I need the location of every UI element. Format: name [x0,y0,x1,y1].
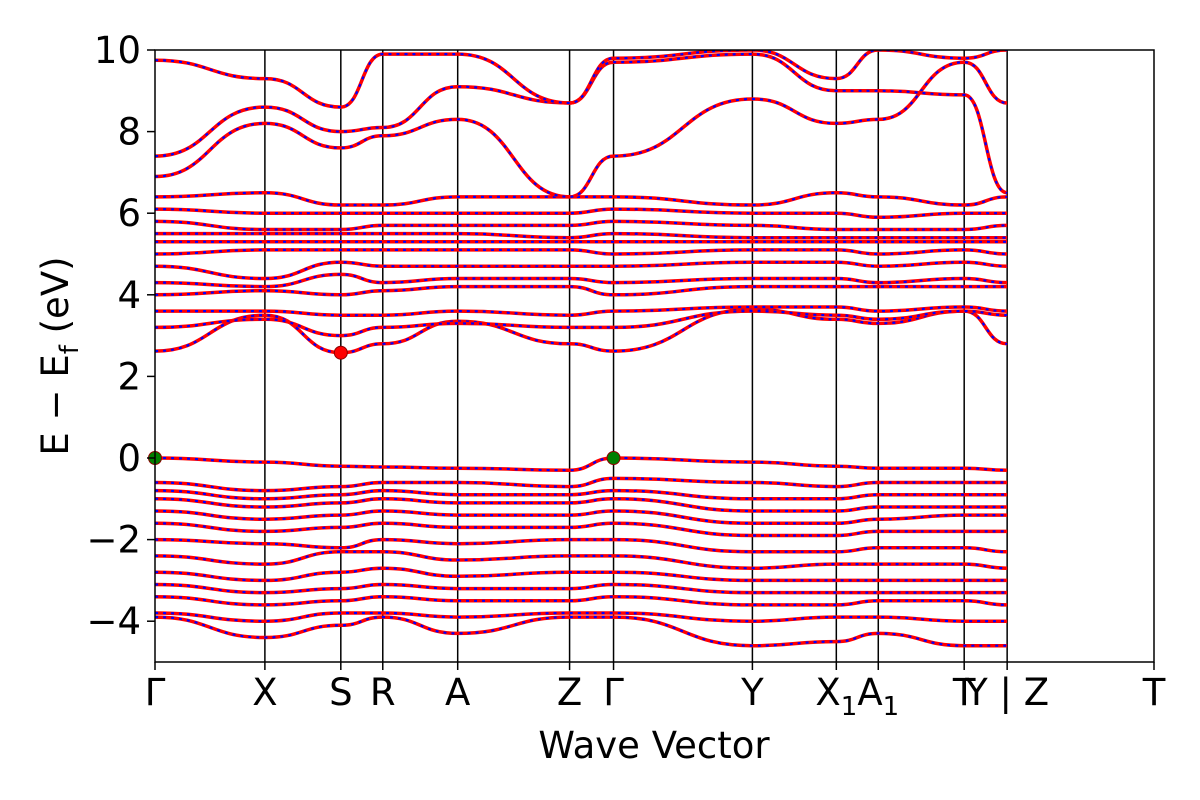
y-tick-label-0: −4 [86,600,141,643]
band-25-segment-0 [155,60,1008,199]
band-5-overlay-0 [155,522,1008,537]
band-2-overlay-0 [155,489,1008,500]
x-axis-title: Wave Vector [538,724,770,767]
band-3-overlay-0 [155,497,1008,513]
x-tick-label-4: A [445,671,470,714]
x-tick-label-2: S [329,671,353,714]
y-tick-label-5: 6 [117,192,141,235]
x-tick-label-0: Γ [145,671,166,714]
y-axis-title-main: E − E [34,354,77,455]
y-axis-title-sub: f [55,344,85,354]
y-tick-label-7: 10 [94,29,141,72]
y-tick-label-6: 8 [117,111,141,154]
x-tick-label-1: X [252,671,277,714]
band-14-overlay-0 [155,309,1008,337]
x-tick-label-10: T [952,671,976,714]
x-tick-label-11: Y | Z [964,671,1049,714]
band-17-overlay-0 [155,273,1008,288]
x-tick-label-3: R [370,671,396,714]
band-13-overlay-0 [155,307,1008,354]
extremum-marker-2 [333,345,348,360]
y-tick-label-1: −2 [86,519,141,562]
band-1-segment-0 [155,476,1008,493]
band-23-segment-0 [155,207,1008,220]
y-tick-label-4: 4 [117,274,141,317]
band-19-segment-0 [155,248,1008,256]
band-21-segment-0 [155,231,1008,240]
x-tick-label-9: A1 [857,671,899,722]
band-22-segment-0 [155,219,1008,232]
x-tick-label-5: Z [557,671,582,714]
band-26-overlay-0 [155,52,1008,194]
x-tick-label-6: Γ [603,671,624,714]
band-8-segment-0 [155,566,1008,583]
band-6-overlay-0 [155,538,1008,553]
x-tick-label-7: Y [740,671,764,714]
band-0-segment-0 [155,456,1008,472]
y-axis-ticks: −4 −2 0 2 4 6 8 10 [86,29,155,643]
band-4-overlay-0 [155,509,1008,525]
band-15-segment-0 [155,305,1008,317]
band-24-segment-0 [155,191,1008,207]
band-lines [155,50,1008,648]
x-tick-label-12: T [1142,671,1166,714]
band-11-segment-0 [155,611,1008,623]
y-axis-title: E − Ef (eV) [34,256,85,455]
extremum-marker-1 [606,451,621,465]
band-12-overlay-0 [155,615,1008,647]
y-tick-label-3: 2 [117,355,141,398]
y-axis-title-unit: (eV) [34,256,77,345]
band-7-segment-0 [155,550,1008,570]
band-10-overlay-0 [155,595,1008,607]
band-16-overlay-0 [155,285,1008,296]
band-18-segment-0 [155,260,1008,281]
band-27-overlay-0 [155,50,1008,109]
y-tick-label-2: 0 [117,437,141,480]
band-9-overlay-0 [155,583,1008,594]
plot-frame [154,49,1155,663]
